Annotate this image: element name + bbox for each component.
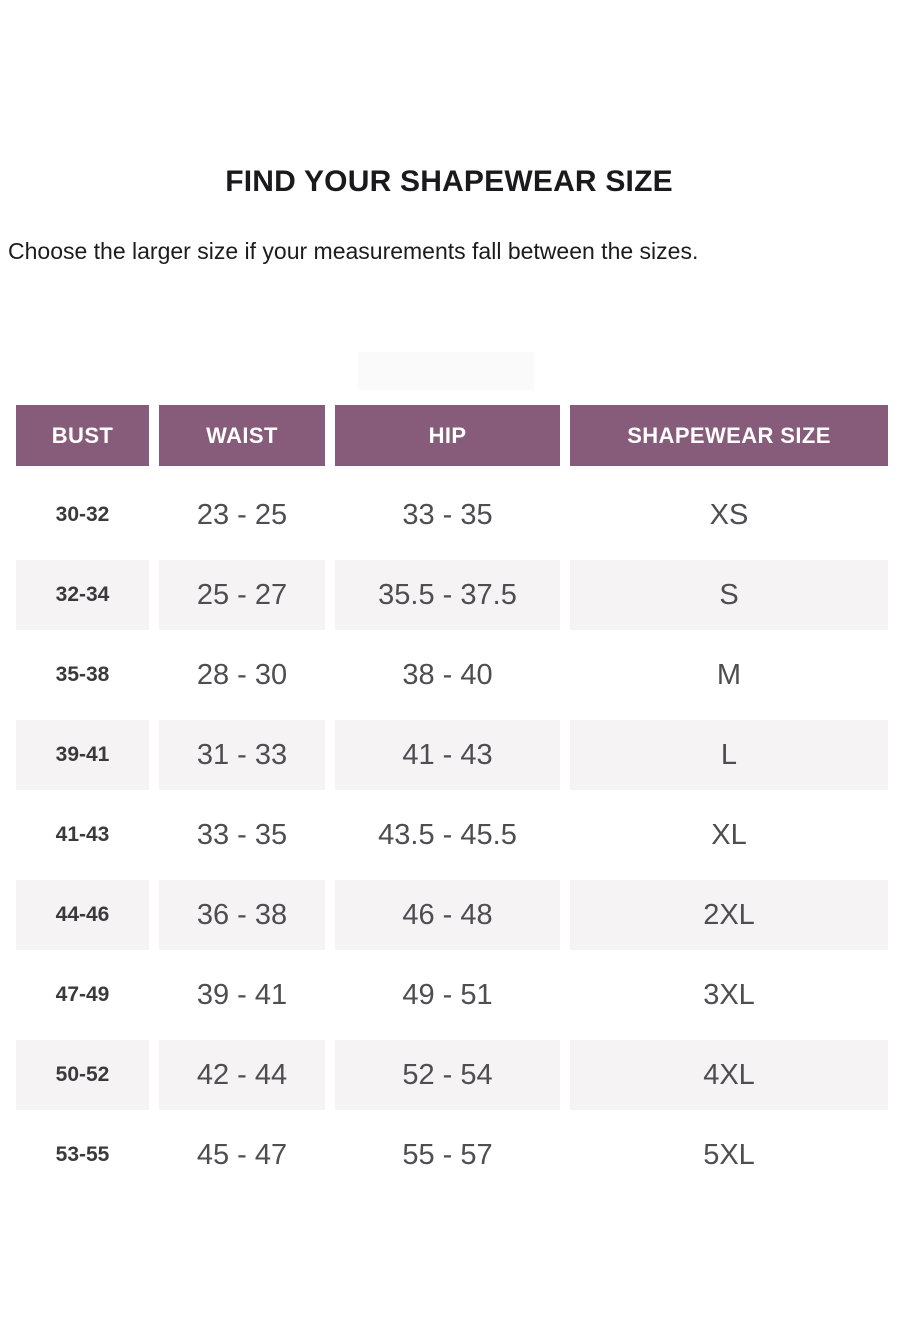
size-table-body: 30-32 23 - 25 33 - 35 XS 32-34 25 - 27 3… <box>16 475 888 1195</box>
cell-waist: 31 - 33 <box>159 715 325 795</box>
cell-waist: 28 - 30 <box>196 658 288 691</box>
cell-bust: 44-46 <box>16 875 149 955</box>
cell-waist: 36 - 38 <box>159 875 325 955</box>
cell-bust: 30-32 <box>55 503 110 526</box>
cell-bust: 53-55 <box>55 1143 110 1166</box>
cell-waist: 39 - 41 <box>196 978 288 1011</box>
table-row: 35-38 28 - 30 38 - 40 M <box>16 635 888 715</box>
cell-hip: 33 - 35 <box>402 498 493 531</box>
cell-bust: 39-41 <box>16 715 149 795</box>
ghost-placeholder <box>358 352 534 390</box>
table-row: 44-46 36 - 38 46 - 48 2XL <box>16 875 888 955</box>
cell-waist: 33 - 35 <box>196 818 288 851</box>
cell-size: 2XL <box>570 875 888 955</box>
cell-bust: 35-38 <box>55 663 110 686</box>
table-row: 53-55 45 - 47 55 - 57 5XL <box>16 1115 888 1195</box>
page-subtitle: Choose the larger size if your measureme… <box>8 238 699 264</box>
header-cell-waist: WAIST <box>159 405 325 466</box>
header-cell-shapewear-size: SHAPEWEAR SIZE <box>570 405 888 466</box>
cell-hip: 41 - 43 <box>335 715 560 795</box>
cell-bust: 32-34 <box>16 555 149 635</box>
cell-hip: 43.5 - 45.5 <box>378 818 517 851</box>
cell-size: XS <box>709 498 749 531</box>
header-cell-bust: BUST <box>16 405 149 466</box>
table-row: 39-41 31 - 33 41 - 43 L <box>16 715 888 795</box>
header-cell-hip: HIP <box>335 405 560 466</box>
cell-bust: 50-52 <box>16 1035 149 1115</box>
table-row: 47-49 39 - 41 49 - 51 3XL <box>16 955 888 1035</box>
cell-waist: 42 - 44 <box>159 1035 325 1115</box>
cell-waist: 25 - 27 <box>159 555 325 635</box>
cell-size: 4XL <box>570 1035 888 1115</box>
cell-waist: 45 - 47 <box>196 1138 288 1171</box>
cell-bust: 47-49 <box>55 983 110 1006</box>
cell-hip: 38 - 40 <box>402 658 493 691</box>
cell-waist: 23 - 25 <box>196 498 288 531</box>
cell-hip: 49 - 51 <box>402 978 493 1011</box>
cell-size: M <box>716 658 742 691</box>
size-table-header-row: BUST WAIST HIP SHAPEWEAR SIZE <box>16 405 888 466</box>
table-row: 41-43 33 - 35 43.5 - 45.5 XL <box>16 795 888 875</box>
table-row: 30-32 23 - 25 33 - 35 XS <box>16 475 888 555</box>
cell-hip: 35.5 - 37.5 <box>335 555 560 635</box>
page-title: FIND YOUR SHAPEWEAR SIZE <box>225 165 673 198</box>
cell-size: L <box>570 715 888 795</box>
cell-hip: 55 - 57 <box>402 1138 493 1171</box>
size-table: BUST WAIST HIP SHAPEWEAR SIZE 30-32 23 -… <box>16 405 888 1195</box>
table-row: 50-52 42 - 44 52 - 54 4XL <box>16 1035 888 1115</box>
cell-size: 3XL <box>703 978 755 1011</box>
cell-size: 5XL <box>703 1138 755 1171</box>
cell-hip: 46 - 48 <box>335 875 560 955</box>
table-row: 32-34 25 - 27 35.5 - 37.5 S <box>16 555 888 635</box>
cell-size: XL <box>711 818 747 851</box>
cell-hip: 52 - 54 <box>335 1035 560 1115</box>
cell-size: S <box>570 555 888 635</box>
cell-bust: 41-43 <box>55 823 110 846</box>
